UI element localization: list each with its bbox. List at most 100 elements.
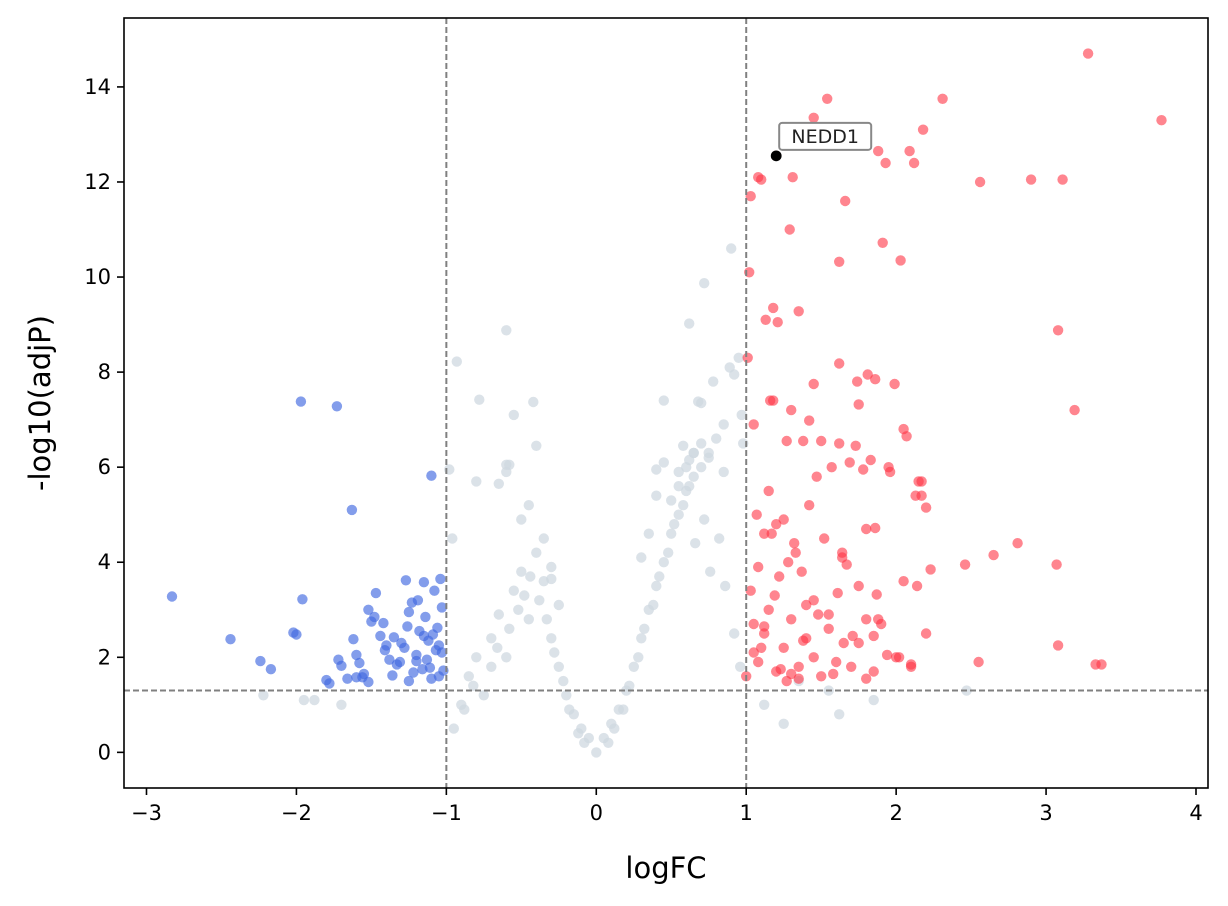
point-up [1082, 48, 1094, 59]
point-not-significant [636, 633, 647, 644]
point-not-significant [523, 500, 534, 511]
point-up [784, 224, 795, 235]
point-not-significant [336, 699, 347, 710]
point-down [333, 654, 344, 665]
point-not-significant [654, 571, 665, 582]
point-not-significant [651, 580, 662, 592]
point-down [399, 642, 410, 653]
point-not-significant [534, 595, 545, 606]
point-not-significant [636, 552, 647, 563]
point-up [904, 145, 915, 157]
point-up [870, 374, 881, 385]
point-up [871, 589, 882, 600]
point-not-significant [628, 661, 639, 672]
point-up [778, 514, 789, 525]
point-not-significant [663, 547, 674, 558]
point-not-significant [703, 452, 714, 463]
point-not-significant [696, 462, 707, 473]
point-up [786, 668, 797, 680]
point-up [798, 635, 809, 646]
point-not-significant [486, 661, 497, 672]
point-up [898, 576, 909, 587]
point-not-significant [549, 647, 560, 658]
point-not-significant [658, 395, 669, 406]
point-up [1156, 115, 1167, 126]
point-up [756, 642, 767, 653]
point-not-significant [501, 652, 512, 663]
point-up [787, 172, 798, 183]
point-down [297, 594, 308, 605]
point-not-significant [573, 728, 584, 739]
point-down [255, 655, 266, 667]
point-up [808, 378, 819, 390]
point-up [778, 642, 789, 653]
point-down [400, 575, 412, 586]
point-not-significant [735, 661, 746, 672]
x-axis-ticks: −3 −2 −1 0 1 2 3 4 [131, 788, 1203, 825]
point-not-significant [558, 675, 569, 687]
point-not-significant [564, 704, 575, 715]
y-axis-label: -log10(adjP) [23, 315, 57, 491]
point-up [804, 500, 815, 511]
point-not-significant [729, 628, 740, 639]
point-not-significant [448, 723, 459, 734]
point-up [916, 490, 927, 501]
x-tick-label: −2 [281, 801, 312, 825]
point-up [760, 314, 771, 325]
point-up [905, 659, 917, 670]
point-not-significant [699, 514, 710, 525]
point-up [798, 435, 809, 447]
point-not-significant [666, 528, 677, 539]
point-up [771, 519, 782, 530]
point-down [295, 396, 307, 407]
point-not-significant [528, 396, 539, 408]
point-down [166, 591, 178, 602]
point-up [877, 237, 888, 248]
point-not-significant [696, 397, 707, 409]
point-up [801, 599, 812, 611]
point-not-significant [639, 623, 650, 634]
point-down [225, 634, 236, 645]
point-not-significant [447, 533, 458, 544]
x-tick-label: 0 [590, 801, 603, 825]
point-not-significant [492, 642, 503, 653]
point-not-significant [298, 694, 310, 706]
point-down [381, 640, 392, 651]
point-not-significant [579, 737, 590, 748]
point-down [346, 504, 358, 516]
point-up [844, 457, 855, 468]
point-not-significant [513, 604, 524, 615]
annotation-layer: NEDD1 [770, 121, 873, 162]
point-up [808, 595, 819, 606]
point-not-significant [666, 495, 677, 506]
point-up [865, 454, 876, 466]
point-up [1069, 404, 1080, 416]
point-up [832, 587, 843, 599]
point-not-significant [531, 440, 542, 451]
x-tick-label: 4 [1189, 801, 1202, 825]
point-up [808, 652, 819, 663]
point-up [880, 157, 891, 169]
point-not-significant [493, 478, 504, 489]
x-axis-label: logFC [625, 851, 706, 885]
y-tick-label: 2 [98, 645, 111, 669]
point-up [808, 112, 819, 124]
point-not-significant [651, 464, 662, 475]
point-up [742, 352, 753, 363]
point-up [988, 549, 999, 561]
point-up [745, 191, 756, 202]
point-not-significant [591, 747, 602, 758]
point-up [908, 157, 920, 169]
point-down [348, 634, 359, 645]
x-tick-label: −1 [431, 801, 462, 825]
point-up [834, 358, 845, 369]
point-down [424, 662, 436, 673]
point-up [861, 673, 872, 684]
point-up [1052, 640, 1064, 651]
point-not-significant [501, 325, 512, 336]
point-not-significant [684, 318, 695, 329]
point-up [772, 317, 783, 328]
point-up [916, 476, 927, 487]
point-not-significant [553, 661, 564, 672]
